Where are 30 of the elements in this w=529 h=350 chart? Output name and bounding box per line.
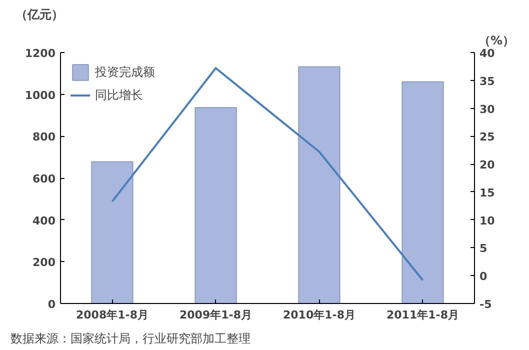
bar — [402, 82, 444, 304]
y-axis-title: （亿元） — [16, 8, 64, 22]
x-tick-label: 2010年1-8月 — [283, 308, 356, 322]
y2-tick-label: 20 — [480, 158, 496, 172]
y-tick-label: 1200 — [24, 47, 56, 60]
bar — [91, 161, 134, 304]
legend-label: 同比增长 — [95, 86, 143, 104]
y2-axis-title: （%） — [478, 34, 515, 48]
y2-tick-label: 10 — [480, 214, 496, 228]
y-tick-label: 800 — [32, 130, 56, 144]
bar — [298, 66, 340, 304]
y2-tick-label: 5 — [480, 242, 488, 256]
bar — [194, 107, 237, 304]
y2-tick-label: 25 — [480, 130, 495, 144]
y2-tick-label: 40 — [480, 47, 496, 60]
y2-tick-label: 35 — [480, 74, 495, 88]
y2-tick-label: -5 — [480, 298, 492, 311]
y-tick-label: 600 — [32, 172, 56, 186]
x-tick-label: 2011年1-8月 — [386, 308, 460, 322]
y2-tick-label: 30 — [480, 102, 496, 116]
legend-label: 投资完成额 — [95, 64, 155, 80]
y-tick-label: 200 — [32, 256, 56, 270]
y-tick-label: 0 — [48, 298, 56, 311]
y2-tick-label: 0 — [480, 270, 488, 284]
y2-tick-label: 15 — [480, 186, 495, 200]
y-tick-label: 1000 — [24, 88, 56, 102]
x-tick-label: 2008年1-8月 — [76, 308, 149, 322]
x-tick-label: 2009年1-8月 — [180, 308, 252, 322]
y-tick-label: 400 — [32, 214, 56, 228]
source-note: 数据来源：国家统计局，行业研究部加工整理 — [10, 332, 250, 346]
